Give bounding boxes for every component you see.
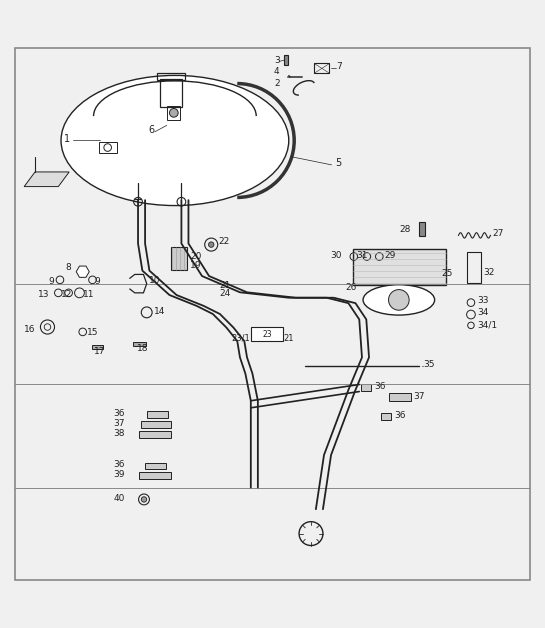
Bar: [467, 252, 481, 283]
Bar: [144, 463, 166, 469]
Text: 11: 11: [83, 290, 94, 299]
Text: 1: 1: [64, 134, 70, 144]
Text: 36: 36: [394, 411, 405, 420]
Text: 5: 5: [335, 158, 341, 168]
Ellipse shape: [363, 284, 434, 315]
Polygon shape: [76, 266, 89, 278]
Text: 38: 38: [113, 429, 125, 438]
Circle shape: [141, 497, 147, 502]
Text: 17: 17: [94, 347, 105, 355]
Bar: [420, 222, 425, 236]
Bar: [381, 413, 391, 420]
Bar: [160, 78, 183, 107]
Bar: [361, 384, 371, 391]
Circle shape: [389, 290, 409, 310]
Bar: [157, 73, 185, 80]
Text: 7: 7: [336, 62, 342, 72]
Bar: [138, 431, 171, 438]
Bar: [138, 472, 171, 479]
Polygon shape: [24, 172, 69, 187]
Text: 27: 27: [493, 229, 504, 238]
Text: 29: 29: [384, 251, 396, 260]
Text: 36: 36: [113, 460, 125, 469]
Text: 22: 22: [219, 237, 229, 246]
Bar: [99, 142, 117, 153]
Text: 12: 12: [61, 290, 72, 299]
Text: 9: 9: [95, 277, 100, 286]
Text: 4: 4: [274, 67, 280, 77]
Text: 34/1: 34/1: [477, 320, 498, 329]
Text: 6: 6: [148, 126, 154, 136]
Bar: [141, 421, 171, 428]
Text: 3: 3: [274, 57, 280, 65]
Text: 14: 14: [154, 307, 166, 316]
Text: 10: 10: [149, 276, 160, 285]
Text: 18: 18: [137, 344, 148, 354]
Bar: [314, 63, 329, 73]
Text: 24: 24: [219, 289, 231, 298]
Bar: [284, 55, 288, 65]
Text: 40: 40: [114, 494, 125, 502]
Circle shape: [209, 242, 214, 247]
Text: 15: 15: [87, 328, 99, 337]
FancyBboxPatch shape: [251, 327, 283, 341]
Text: 31: 31: [356, 251, 368, 260]
Ellipse shape: [61, 75, 289, 205]
Bar: [132, 342, 146, 346]
Text: 34: 34: [477, 308, 489, 317]
Text: 32: 32: [483, 268, 494, 277]
Text: 16: 16: [23, 325, 35, 335]
Text: 33: 33: [477, 296, 489, 305]
Text: 25: 25: [441, 269, 453, 278]
Text: 9: 9: [49, 277, 54, 286]
Text: 23/1: 23/1: [231, 333, 250, 342]
Text: 35: 35: [423, 360, 435, 369]
Bar: [389, 392, 411, 401]
Circle shape: [169, 109, 178, 117]
Text: 36: 36: [374, 382, 386, 391]
Text: 2: 2: [274, 78, 280, 88]
Text: 21: 21: [283, 333, 294, 342]
Text: 23: 23: [262, 330, 272, 338]
Text: 37: 37: [414, 392, 425, 401]
Text: 30: 30: [330, 251, 342, 260]
Text: 20: 20: [190, 252, 202, 261]
Bar: [171, 247, 187, 269]
Text: 28: 28: [399, 225, 411, 234]
Bar: [147, 411, 168, 418]
Bar: [353, 249, 446, 284]
Text: 8: 8: [65, 263, 71, 271]
Text: 26: 26: [345, 283, 356, 292]
Text: 21: 21: [219, 281, 231, 290]
Text: 36: 36: [113, 409, 125, 418]
Text: 37: 37: [113, 419, 125, 428]
Text: 13: 13: [38, 290, 50, 299]
Bar: [92, 345, 103, 349]
Text: 19: 19: [190, 261, 202, 270]
Text: 39: 39: [113, 470, 125, 479]
Bar: [167, 106, 180, 120]
